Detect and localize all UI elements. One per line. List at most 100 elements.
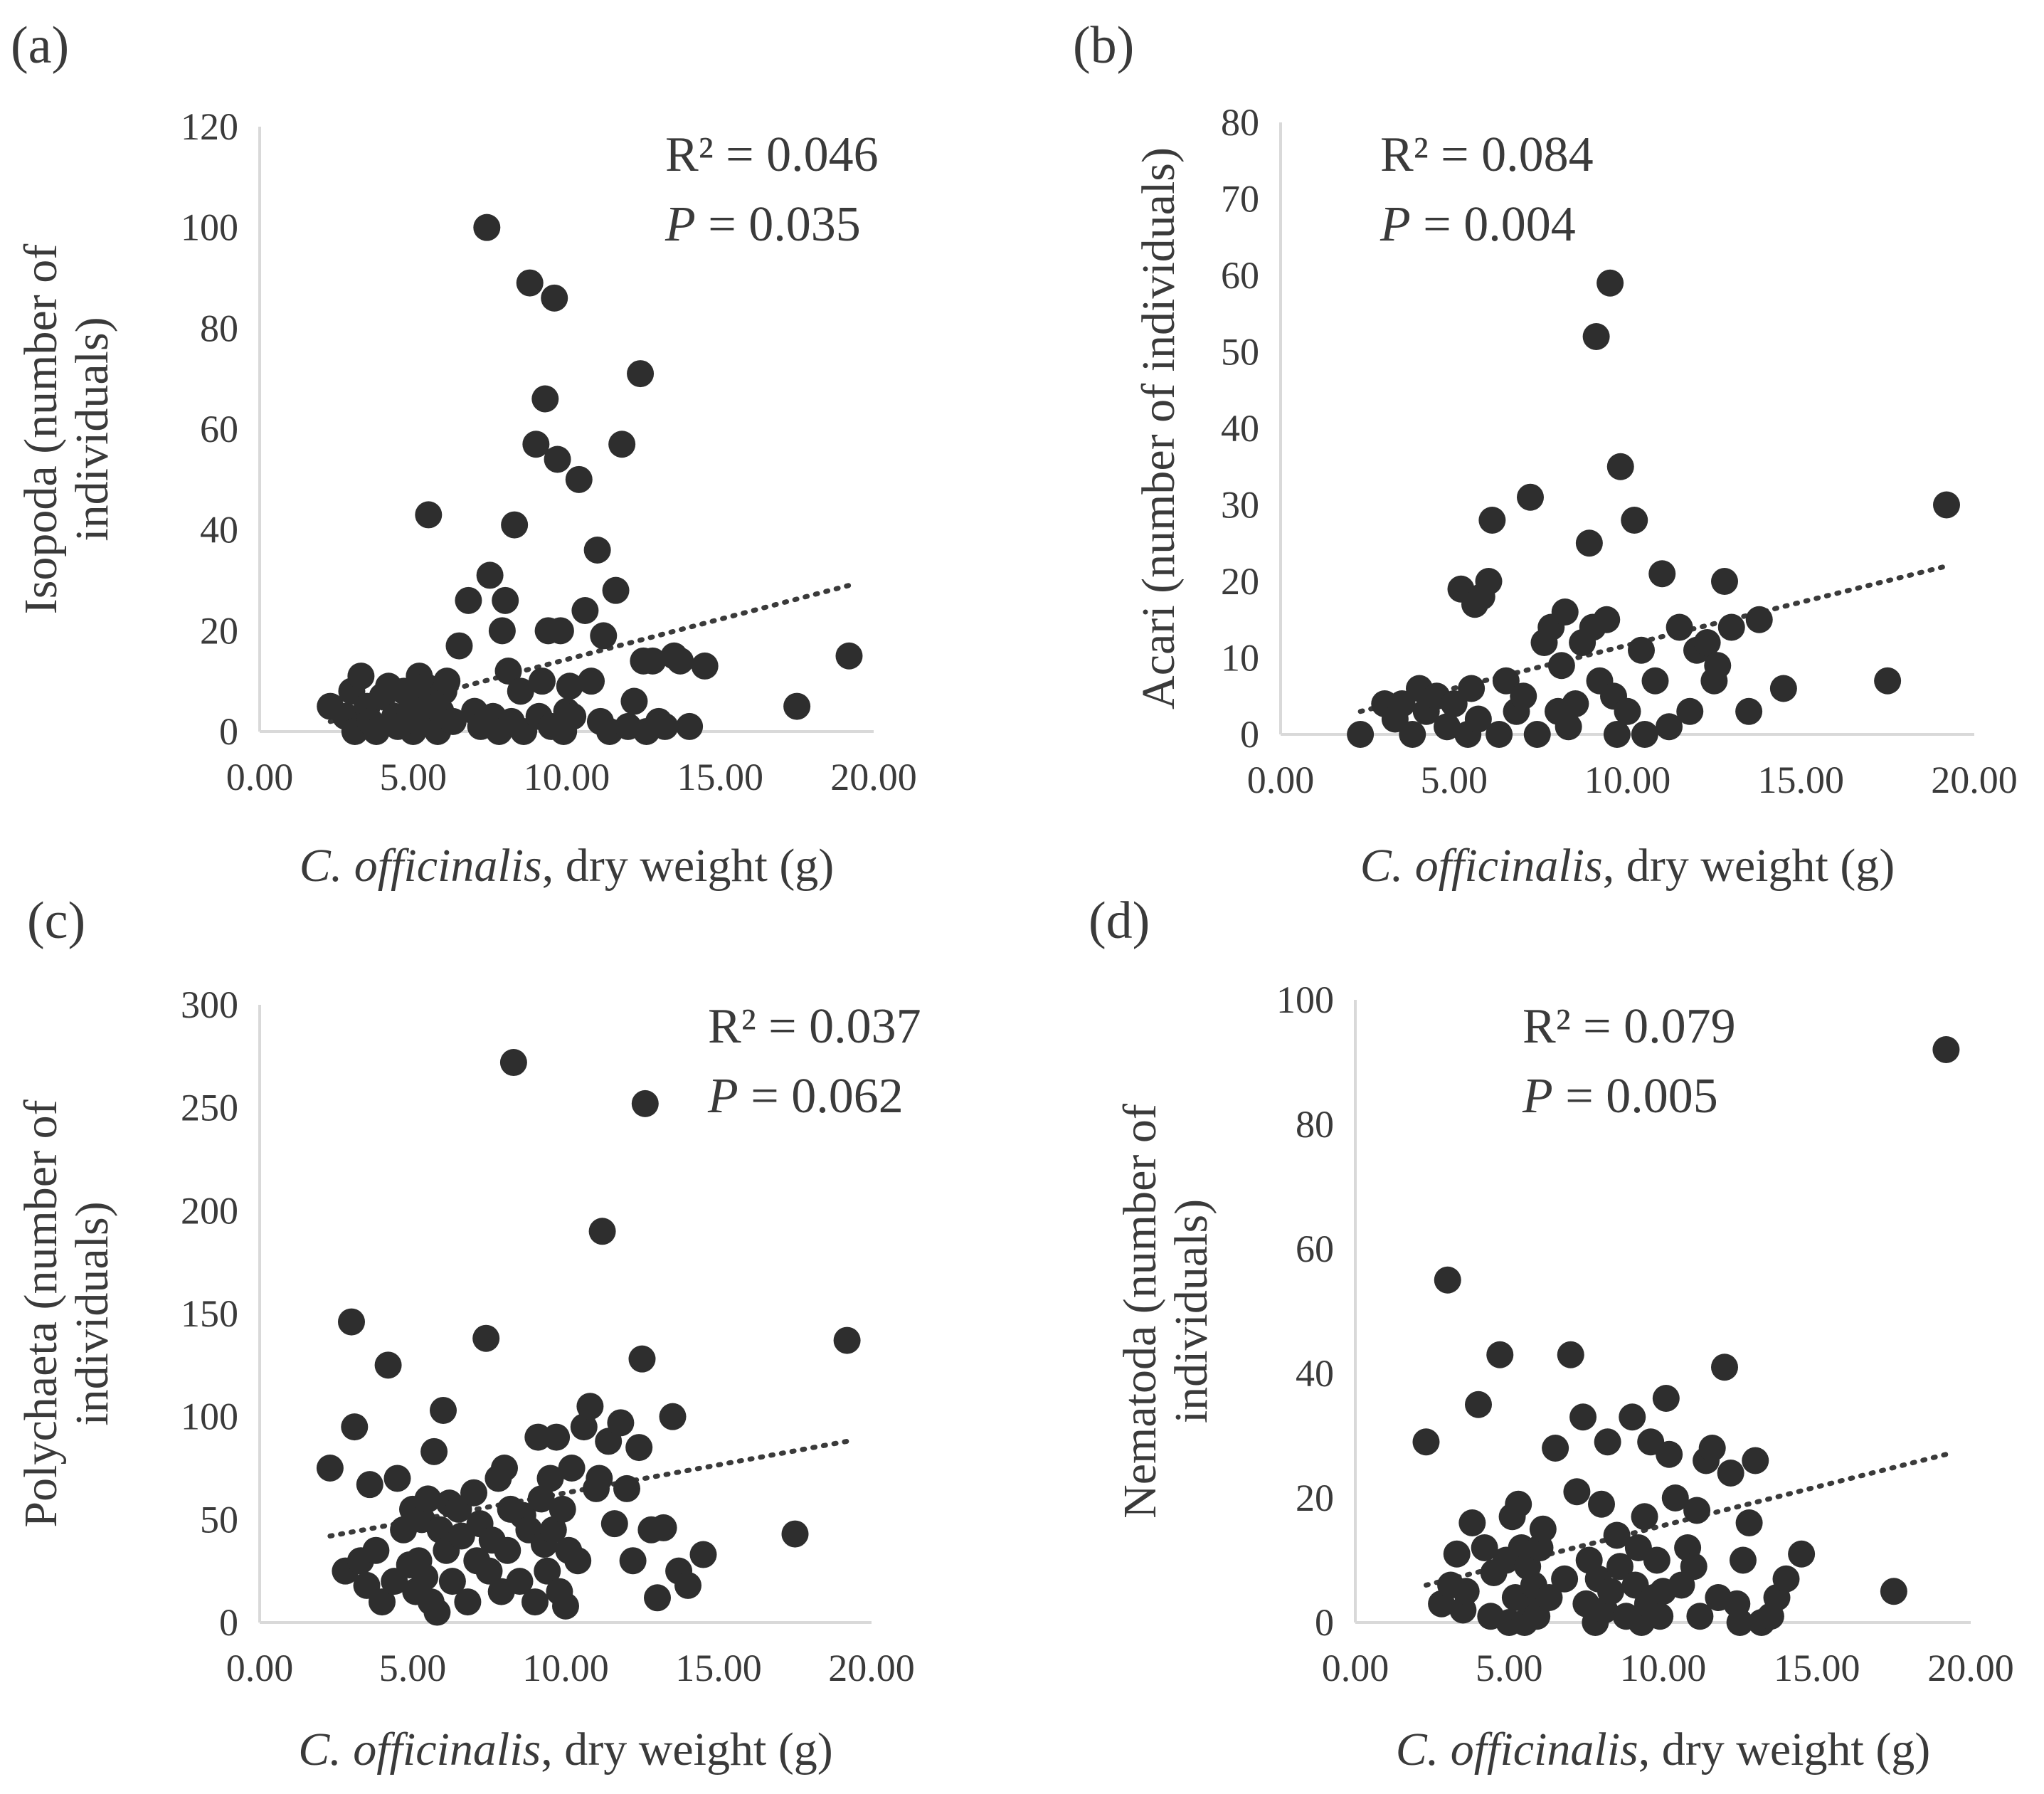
data-point	[1452, 1578, 1480, 1605]
data-point	[1399, 721, 1426, 748]
p-value: = 0.035	[696, 197, 861, 252]
data-point	[544, 445, 571, 473]
data-point	[1434, 713, 1461, 741]
data-point	[415, 501, 443, 529]
data-point	[667, 647, 694, 675]
x-tick-label: 15.00	[1774, 1647, 1860, 1689]
data-point	[1711, 1354, 1738, 1381]
data-point	[781, 1520, 809, 1548]
data-point	[1535, 1584, 1563, 1611]
p-value-text: P = 0.062	[707, 1069, 904, 1124]
data-point	[1551, 1565, 1579, 1593]
data-point	[1788, 1540, 1816, 1568]
y-tick-label: 0	[219, 1601, 238, 1644]
y-tick-label: 120	[181, 105, 238, 148]
data-point	[1575, 529, 1603, 557]
data-point	[613, 1474, 640, 1502]
y-tick-label: 40	[1296, 1352, 1334, 1395]
y-tick-label: 60	[1296, 1228, 1334, 1270]
y-tick-label: 0	[1240, 713, 1259, 756]
x-tick-label: 10.00	[524, 756, 610, 798]
x-axis-title-unit: , dry weight (g)	[1603, 840, 1895, 892]
p-value: = 0.062	[738, 1069, 904, 1124]
x-tick-label: 15.00	[675, 1647, 762, 1689]
data-point	[558, 1455, 586, 1482]
panel-d: (d) 0 20 40 60 80 100 0.00 5.00 10.00 15.00 20.00 C.…	[1089, 892, 2014, 1775]
x-axis-title-species: C. officinalis	[298, 1724, 541, 1775]
y-tick-label: 80	[200, 307, 238, 349]
data-point	[1596, 1578, 1624, 1605]
x-tick-label: 0.00	[1247, 759, 1315, 801]
y-axis-title-line: individuals)	[66, 1201, 118, 1425]
y-axis-title-line: Polychaeta (number of	[15, 1099, 67, 1527]
data-point	[639, 647, 667, 675]
data-point	[1717, 613, 1745, 641]
data-point	[356, 1471, 383, 1499]
data-point	[341, 1413, 369, 1441]
x-tick-label: 5.00	[379, 1647, 447, 1689]
data-point	[559, 702, 587, 730]
data-point	[1596, 269, 1624, 297]
data-point	[571, 597, 599, 624]
p-symbol: P	[707, 1069, 738, 1124]
y-tick-label: 40	[200, 509, 238, 552]
data-point	[1628, 636, 1655, 664]
y-tick-label: 60	[200, 408, 238, 450]
p-value-text: P = 0.005	[1522, 1069, 1718, 1124]
data-point	[411, 1563, 439, 1591]
data-point	[1557, 1341, 1584, 1368]
data-point	[1475, 568, 1503, 595]
y-tick-label: 80	[1296, 1103, 1334, 1146]
x-axis-title-unit: , dry weight (g)	[1638, 1724, 1931, 1775]
data-point	[625, 1434, 653, 1462]
x-axis-title-unit: , dry weight (g)	[542, 840, 835, 892]
data-point	[507, 677, 534, 705]
data-point	[651, 712, 679, 740]
data-point	[430, 1396, 457, 1424]
data-point	[491, 1455, 518, 1482]
data-point	[1735, 1509, 1763, 1536]
x-axis-title-species: C. officinalis	[300, 840, 542, 892]
y-axis-title-line: Acari (number of individuals)	[1133, 147, 1185, 709]
x-tick-label: 20.00	[1931, 759, 2018, 801]
data-point	[1698, 1435, 1726, 1462]
y-tick-label: 20	[1296, 1477, 1334, 1519]
data-point	[460, 1479, 487, 1507]
data-point	[1769, 675, 1797, 702]
data-point	[1529, 1515, 1557, 1543]
data-point	[1563, 1478, 1591, 1506]
data-point	[426, 1516, 454, 1544]
data-point	[492, 586, 519, 614]
data-point	[1643, 1546, 1670, 1574]
data-point	[1606, 1553, 1633, 1581]
data-point	[552, 1592, 579, 1620]
data-point	[1478, 507, 1506, 534]
data-point	[1641, 667, 1669, 695]
data-point	[543, 1423, 571, 1451]
y-tick-label: 80	[1221, 101, 1259, 144]
y-axis-title-line: individuals)	[1165, 1199, 1217, 1423]
data-point	[546, 617, 574, 645]
data-point	[369, 1588, 396, 1616]
data-point	[338, 1308, 365, 1336]
data-point	[565, 465, 593, 493]
data-point	[1729, 1546, 1757, 1574]
data-point	[556, 672, 583, 700]
data-point	[1464, 705, 1492, 733]
data-point	[1523, 721, 1551, 748]
data-point	[531, 385, 559, 413]
data-point	[588, 1218, 616, 1245]
x-tick-label: 15.00	[1758, 759, 1845, 801]
data-point	[534, 1557, 561, 1585]
data-point	[541, 284, 568, 312]
data-point	[1704, 652, 1732, 680]
data-point	[1555, 713, 1582, 741]
data-point	[689, 1541, 717, 1568]
x-tick-label: 15.00	[677, 756, 764, 798]
data-point	[1443, 1540, 1471, 1568]
data-point	[475, 1557, 503, 1585]
data-point	[439, 707, 467, 735]
data-point	[650, 1514, 677, 1541]
x-tick-label: 20.00	[828, 1647, 915, 1689]
